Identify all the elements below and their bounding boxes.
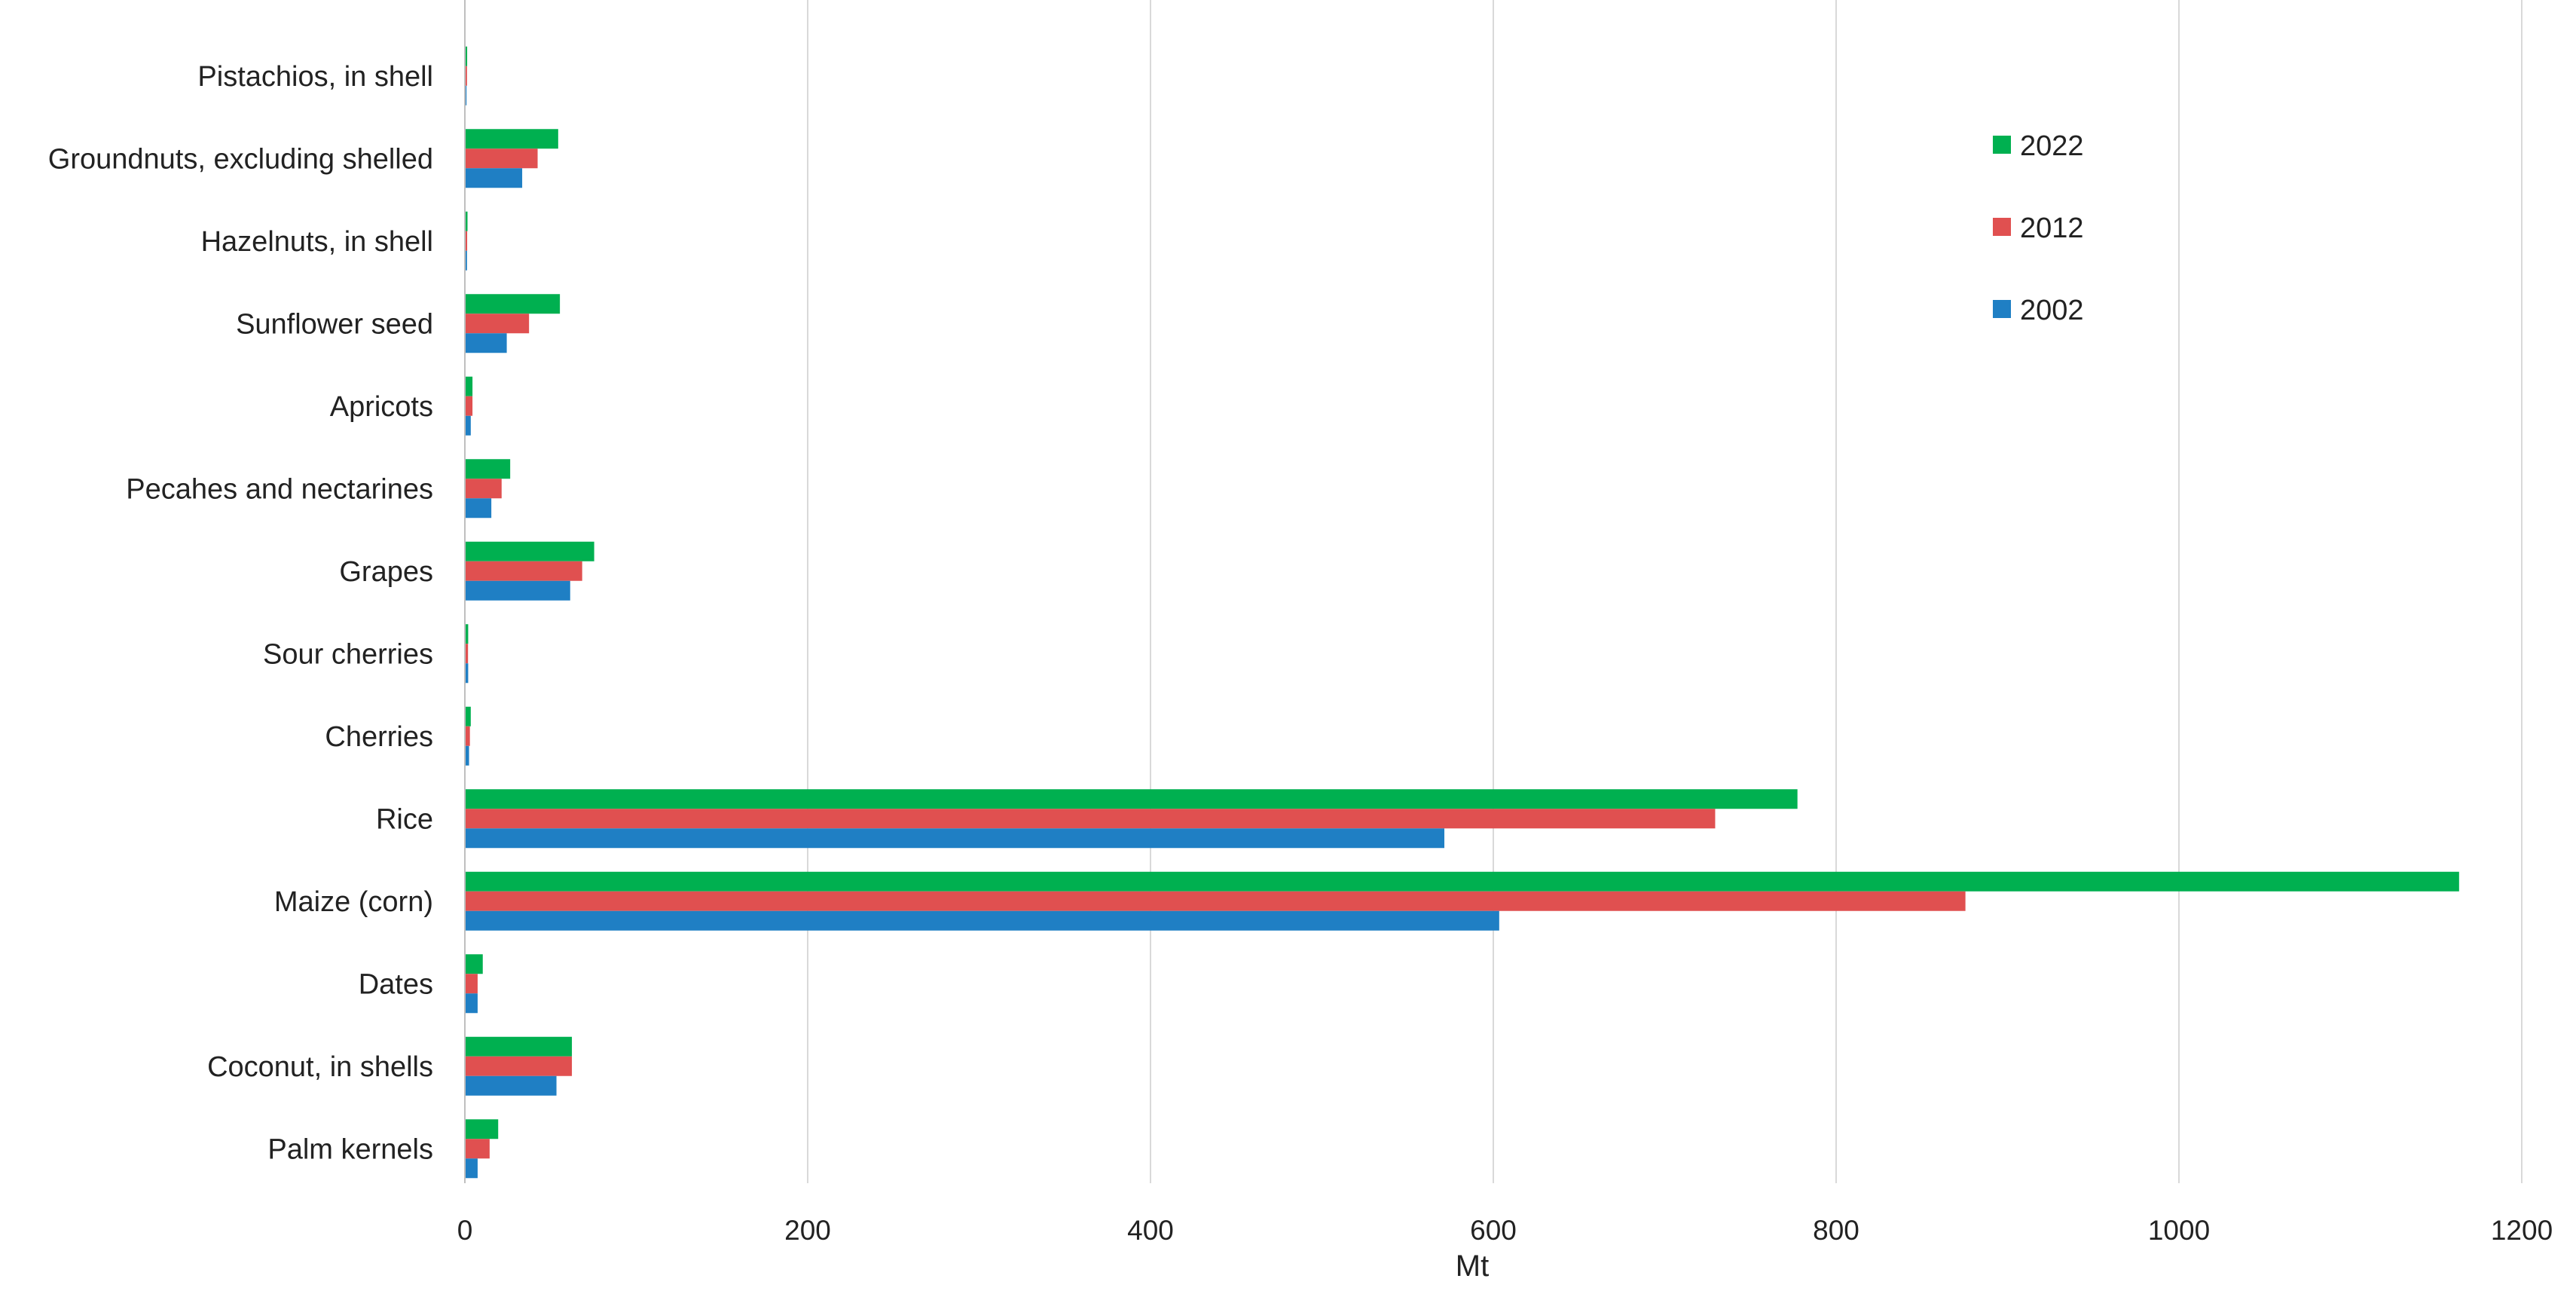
bar-2002-rice: [466, 828, 1445, 849]
category-label: Apricots: [330, 391, 433, 423]
x-tick-label-0: 0: [457, 1215, 473, 1246]
category-labels: Pistachios, in shell Groundnuts, excludin…: [48, 61, 433, 1166]
x-tick-label-1200: 1200: [2491, 1215, 2553, 1246]
x-axis-title: Mt: [1456, 1250, 1489, 1283]
category-label: Coconut, in shells: [207, 1051, 433, 1083]
bar-2022-pecahes-and-nectarines: [466, 459, 511, 479]
category-label: Sunflower seed: [236, 308, 433, 340]
bars: [466, 46, 2459, 1179]
bar-2002-coconut-in-shells: [466, 1075, 557, 1096]
category-label: Cherries: [325, 721, 433, 753]
bar-2022-rice: [466, 789, 1798, 809]
category-label: Pecahes and nectarines: [126, 473, 433, 505]
bar-2012-pistachios-in-shell: [466, 66, 467, 86]
bar-2022-hazelnuts-in-shell: [466, 211, 468, 231]
bar-2002-hazelnuts-in-shell: [466, 250, 467, 271]
category-label: Groundnuts, excluding shelled: [48, 143, 433, 175]
bar-2012-dates: [466, 974, 478, 994]
bar-2022-maize-corn: [466, 871, 2459, 892]
bar-2002-cherries: [466, 745, 469, 766]
bar-2022-dates: [466, 954, 483, 974]
bar-2012-palm-kernels: [466, 1139, 490, 1159]
x-tick-label-800: 800: [1813, 1215, 1859, 1246]
bar-2002-dates: [466, 993, 478, 1014]
x-tick-label-600: 600: [1470, 1215, 1517, 1246]
bar-2022-sour-cherries: [466, 624, 469, 644]
bar-2022-cherries: [466, 706, 471, 727]
x-tick-label-200: 200: [784, 1215, 831, 1246]
category-label: Grapes: [339, 556, 433, 588]
category-label: Sour cherries: [263, 638, 433, 670]
bar-2022-sunflower-seed: [466, 294, 561, 314]
bar-2012-grapes: [466, 561, 582, 581]
category-label: Hazelnuts, in shell: [201, 226, 433, 258]
legend: 2022 2012 2002: [1993, 130, 2084, 326]
x-tick-label-400: 400: [1127, 1215, 1174, 1246]
bar-2022-coconut-in-shells: [466, 1036, 573, 1057]
category-label: Dates: [359, 968, 433, 1000]
bar-2002-palm-kernels: [466, 1158, 478, 1179]
x-tick-label-1000: 1000: [2148, 1215, 2210, 1246]
bar-2012-hazelnuts-in-shell: [466, 231, 468, 251]
category-label: Maize (corn): [274, 886, 433, 918]
bar-2022-apricots: [466, 376, 473, 396]
x-tick-labels: 0 200 400 600 800 1000 1200: [457, 1215, 2553, 1246]
gridlines: [807, 0, 2523, 1183]
bar-2012-rice: [466, 809, 1716, 829]
bar-2002-apricots: [466, 415, 471, 436]
bar-2012-maize-corn: [466, 891, 1966, 911]
legend-swatch-2002: [1993, 300, 2011, 318]
legend-label-2002: 2002: [2020, 295, 2084, 326]
bar-2012-sunflower-seed: [466, 314, 530, 334]
bar-2012-cherries: [466, 726, 470, 746]
category-label: Pistachios, in shell: [197, 61, 433, 93]
bar-2012-groundnuts-excluding-shelled: [466, 148, 538, 169]
bar-2012-sour-cherries: [466, 644, 469, 664]
bar-2022-palm-kernels: [466, 1119, 499, 1139]
bar-2022-groundnuts-excluding-shelled: [466, 129, 558, 149]
bar-2002-groundnuts-excluding-shelled: [466, 168, 523, 188]
bar-2012-pecahes-and-nectarines: [466, 479, 502, 499]
bar-2002-maize-corn: [466, 910, 1499, 931]
bar-2002-pecahes-and-nectarines: [466, 498, 492, 518]
bar-2012-coconut-in-shells: [466, 1056, 573, 1076]
category-label: Rice: [376, 803, 433, 835]
bar-2022-pistachios-in-shell: [466, 46, 468, 66]
legend-label-2012: 2012: [2020, 213, 2084, 244]
legend-label-2022: 2022: [2020, 130, 2084, 162]
bar-2002-grapes: [466, 580, 570, 601]
legend-swatch-2022: [1993, 136, 2011, 154]
bar-2002-sunflower-seed: [466, 333, 507, 353]
bar-2022-grapes: [466, 541, 594, 561]
bar-2002-sour-cherries: [466, 663, 469, 684]
legend-swatch-2012: [1993, 218, 2011, 236]
category-label: Palm kernels: [267, 1133, 433, 1165]
bar-2012-apricots: [466, 396, 473, 416]
